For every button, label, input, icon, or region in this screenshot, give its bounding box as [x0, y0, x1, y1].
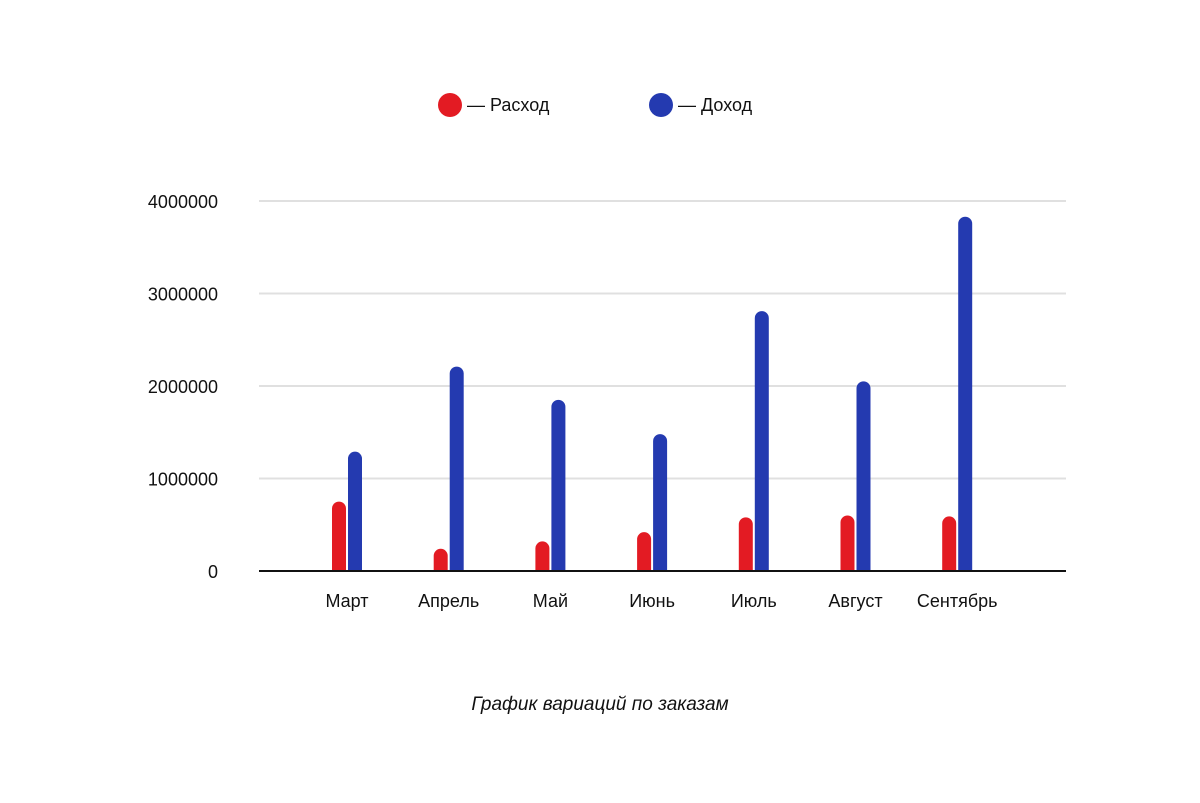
- x-tick-label: Март: [325, 591, 368, 611]
- legend-swatch-income: [649, 93, 673, 117]
- bars: [332, 216, 973, 571]
- bar-income: [754, 311, 769, 571]
- legend-swatch-expense: [438, 93, 462, 117]
- bar-expense: [637, 532, 652, 571]
- bar-income: [449, 366, 464, 571]
- bar-income: [958, 216, 973, 571]
- chart-title: График вариаций по заказам: [471, 694, 728, 715]
- bar-income: [551, 399, 566, 571]
- bar-expense: [942, 516, 957, 571]
- x-tick-label: Сентябрь: [917, 591, 998, 611]
- x-tick-label: Июнь: [629, 591, 675, 611]
- y-tick-label: 3000000: [148, 285, 218, 305]
- x-tick-label: Май: [533, 591, 568, 611]
- x-tick-label: Апрель: [418, 591, 479, 611]
- bar-income: [856, 381, 871, 571]
- bar-expense: [738, 517, 753, 571]
- x-tick-label: Июль: [731, 591, 777, 611]
- bar-expense: [535, 541, 550, 571]
- y-axis-ticks: 0 1000000 2000000 3000000 4000000: [148, 192, 218, 582]
- legend-label-expense: — Расход: [467, 95, 550, 115]
- legend: — Расход — Доход: [438, 93, 753, 117]
- bar-income: [653, 434, 668, 571]
- bar-income: [348, 451, 362, 571]
- y-tick-label: 0: [208, 562, 218, 582]
- bar-expense: [433, 548, 448, 571]
- x-tick-label: Август: [828, 591, 882, 611]
- y-tick-label: 2000000: [148, 377, 218, 397]
- y-tick-label: 4000000: [148, 192, 218, 212]
- legend-label-income: — Доход: [678, 95, 753, 115]
- x-axis-ticks: Март Апрель Май Июнь Июль Август Сентябрь: [325, 591, 997, 611]
- bar-expense: [332, 501, 346, 571]
- bar-expense: [840, 515, 855, 571]
- y-tick-label: 1000000: [148, 470, 218, 490]
